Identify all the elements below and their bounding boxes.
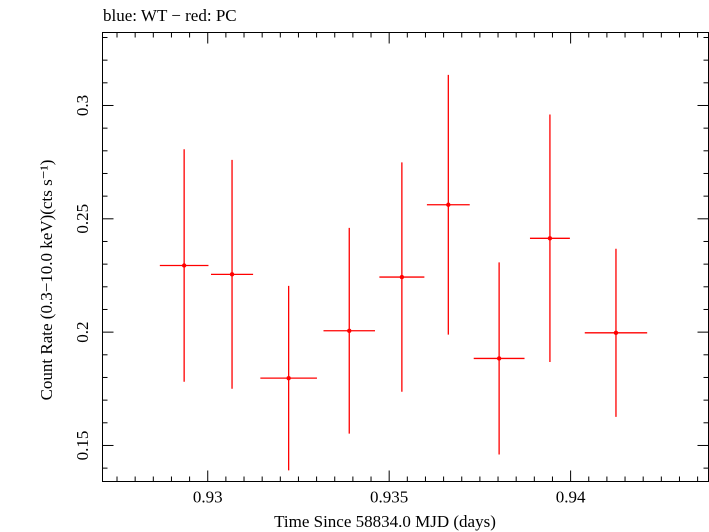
point-marker — [286, 375, 291, 381]
y-tick-label: 0.15 — [73, 431, 92, 461]
data-point — [584, 248, 648, 417]
y-tick-label: 0.2 — [73, 322, 92, 343]
point-marker — [547, 236, 553, 241]
point-marker — [347, 328, 352, 333]
y-tick-label: 0.25 — [73, 204, 92, 234]
data-point — [260, 285, 317, 471]
data-point — [426, 74, 470, 335]
x-axis-label: Time Since 58834.0 MJD (days) — [274, 512, 496, 531]
point-marker — [399, 274, 405, 280]
point-marker — [446, 202, 451, 207]
data-point — [529, 114, 570, 363]
chart-title: blue: WT − red: PC — [103, 6, 237, 25]
data-point — [323, 227, 376, 434]
x-tick-label: 0.93 — [193, 488, 223, 507]
point-marker — [229, 272, 235, 277]
data-point — [159, 149, 209, 382]
data-point — [473, 262, 525, 455]
x-axis: 0.93 0.935 0.94 — [116, 32, 699, 507]
x-tick-label: 0.935 — [370, 488, 408, 507]
plot-frame — [102, 32, 709, 482]
point-marker — [613, 330, 619, 336]
x-tick-label: 0.94 — [556, 488, 586, 507]
y-axis: 0.15 0.2 0.25 0.3 — [73, 36, 709, 469]
point-marker — [181, 263, 187, 268]
data-points — [159, 74, 648, 471]
data-point — [210, 159, 254, 389]
point-marker — [496, 356, 502, 361]
data-point — [379, 162, 425, 392]
y-tick-label: 0.3 — [73, 95, 92, 116]
y-axis-label: Count Rate (0.3−10.0 keV)(cts s⁻¹) — [37, 160, 56, 401]
